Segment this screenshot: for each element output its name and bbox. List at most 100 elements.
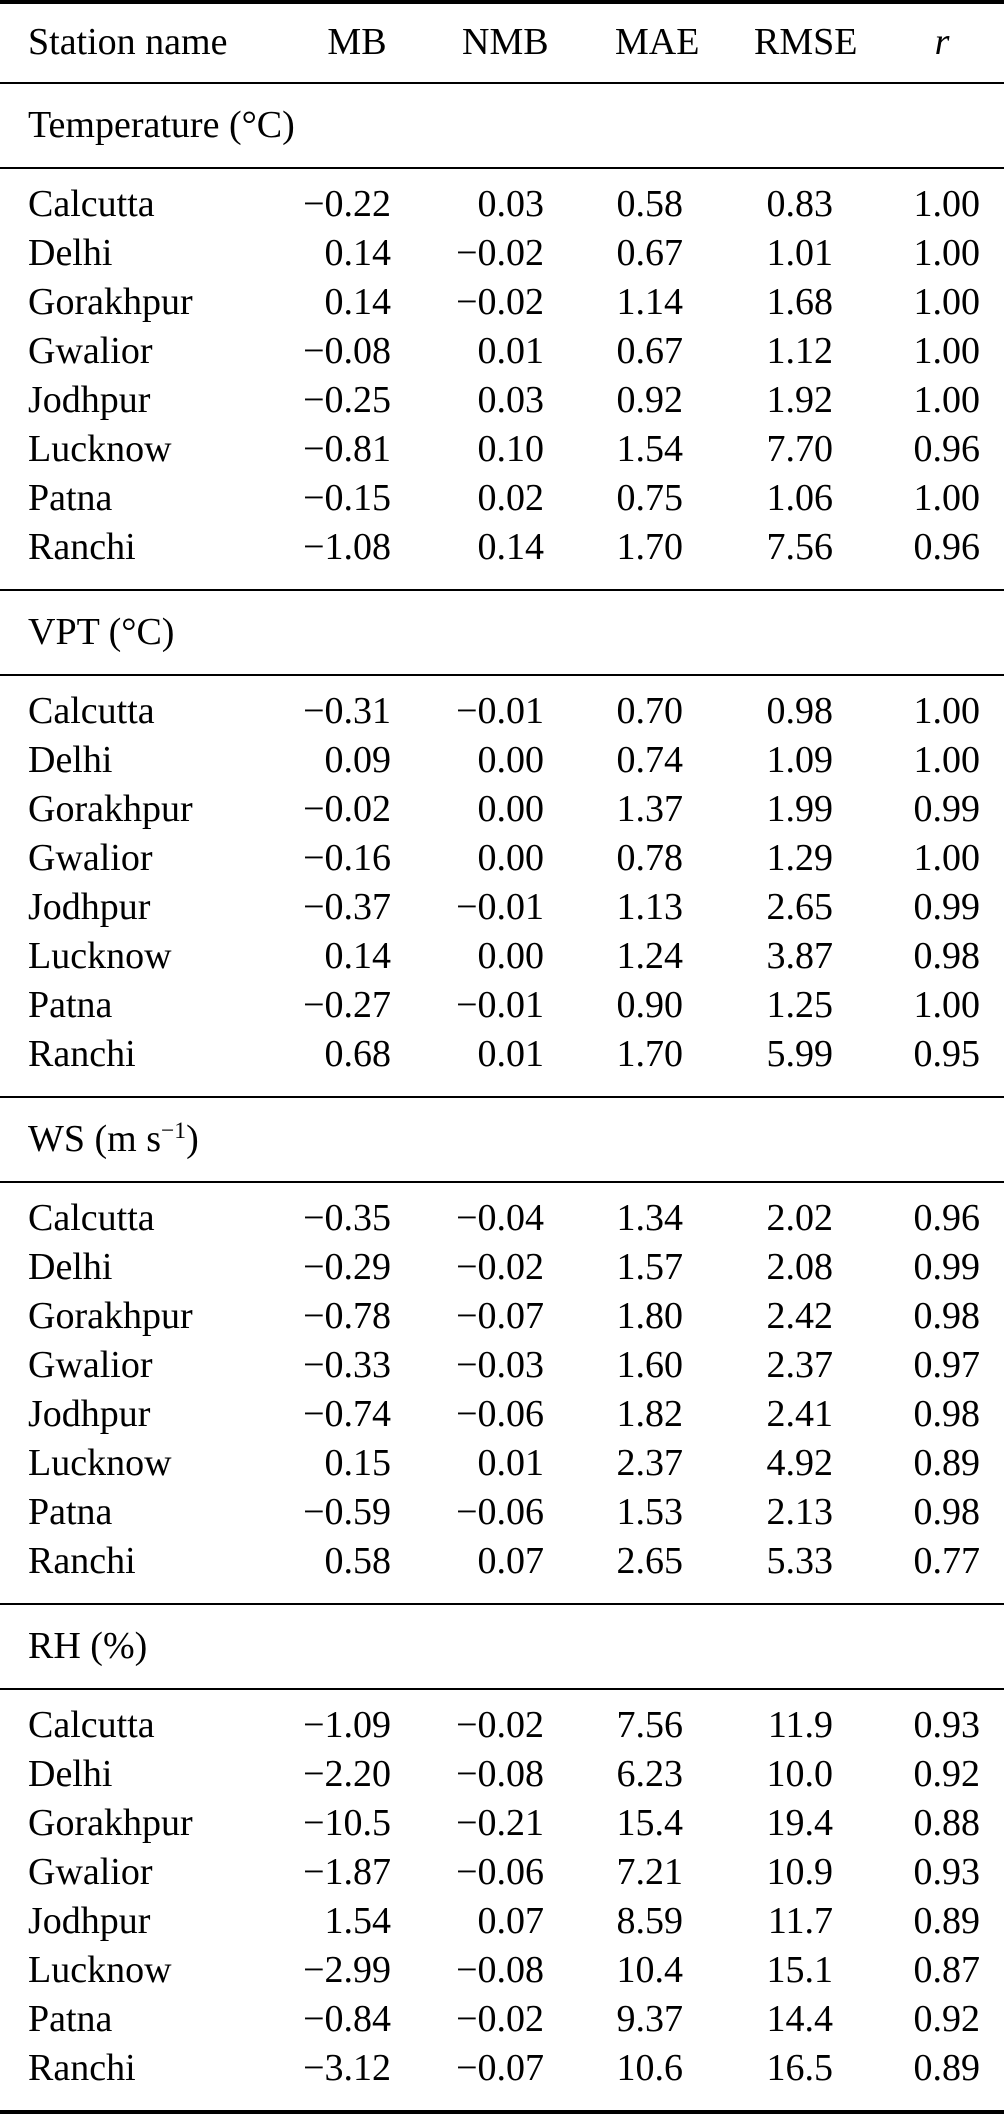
value-cell: 0.15 bbox=[324, 1442, 392, 1484]
value-cell: 0.02 bbox=[477, 477, 545, 519]
value-cell: −2.20 bbox=[303, 1753, 391, 1795]
value-cell: 1.09 bbox=[766, 739, 834, 781]
table-row: Delhi −2.20 −0.08 6.23 10.0 0.92 bbox=[0, 1750, 1004, 1799]
station-cell: Patna bbox=[28, 477, 113, 519]
value-cell: −0.06 bbox=[456, 1491, 544, 1533]
value-cell: 1.54 bbox=[324, 1900, 392, 1942]
value-cell: 1.92 bbox=[766, 379, 834, 421]
table-row: Ranchi −3.12 −0.07 10.6 16.5 0.89 bbox=[0, 2044, 1004, 2112]
station-cell: Calcutta bbox=[28, 183, 155, 225]
value-cell: −2.99 bbox=[303, 1949, 391, 1991]
section-header-row: WS (m s−1) bbox=[0, 1096, 1004, 1183]
value-cell: 2.65 bbox=[766, 886, 834, 928]
value-cell: 7.21 bbox=[616, 1851, 684, 1893]
value-cell: 10.6 bbox=[616, 2047, 684, 2089]
station-cell: Gwalior bbox=[28, 330, 153, 372]
value-cell: 1.12 bbox=[766, 330, 834, 372]
table-row: Gorakhpur −0.02 0.00 1.37 1.99 0.99 bbox=[0, 785, 1004, 834]
value-cell: 1.00 bbox=[913, 330, 981, 372]
value-cell: −0.08 bbox=[303, 330, 391, 372]
table-row: Gwalior −0.16 0.00 0.78 1.29 1.00 bbox=[0, 834, 1004, 883]
value-cell: 0.77 bbox=[913, 1540, 981, 1582]
station-cell: Delhi bbox=[28, 739, 113, 781]
value-cell: 0.98 bbox=[913, 935, 981, 977]
value-cell: 0.96 bbox=[913, 1197, 981, 1239]
column-header-rmse: RMSE bbox=[684, 2, 857, 84]
value-cell: 1.24 bbox=[616, 935, 684, 977]
value-cell: −0.06 bbox=[456, 1393, 544, 1435]
table-row: Calcutta −0.35 −0.04 1.34 2.02 0.96 bbox=[0, 1182, 1004, 1243]
value-cell: 8.59 bbox=[616, 1900, 684, 1942]
table-row: Delhi −0.29 −0.02 1.57 2.08 0.99 bbox=[0, 1243, 1004, 1292]
value-cell: 1.37 bbox=[616, 788, 684, 830]
table-row: Patna −0.15 0.02 0.75 1.06 1.00 bbox=[0, 474, 1004, 523]
value-cell: 0.92 bbox=[616, 379, 684, 421]
value-cell: 2.42 bbox=[766, 1295, 834, 1337]
table-row: Gorakhpur −0.78 −0.07 1.80 2.42 0.98 bbox=[0, 1292, 1004, 1341]
station-cell: Gwalior bbox=[28, 1344, 153, 1386]
value-cell: 7.56 bbox=[616, 1704, 684, 1746]
station-cell: Patna bbox=[28, 1491, 113, 1533]
value-cell: −0.03 bbox=[456, 1344, 544, 1386]
station-cell: Ranchi bbox=[28, 2047, 136, 2089]
value-cell: 0.87 bbox=[913, 1949, 981, 1991]
value-cell: 1.00 bbox=[913, 690, 981, 732]
value-cell: 0.83 bbox=[766, 183, 834, 225]
station-cell: Delhi bbox=[28, 1753, 113, 1795]
value-cell: 0.88 bbox=[913, 1802, 981, 1844]
value-cell: 2.13 bbox=[766, 1491, 834, 1533]
value-cell: 1.68 bbox=[766, 281, 834, 323]
value-cell: −0.78 bbox=[303, 1295, 391, 1337]
section-label-end: ) bbox=[186, 1118, 199, 1160]
table-row: Jodhpur 1.54 0.07 8.59 11.7 0.89 bbox=[0, 1897, 1004, 1946]
value-cell: 0.92 bbox=[913, 1753, 981, 1795]
table-row: Patna −0.84 −0.02 9.37 14.4 0.92 bbox=[0, 1995, 1004, 2044]
value-cell: −0.02 bbox=[456, 1246, 544, 1288]
value-cell: 0.67 bbox=[616, 330, 684, 372]
station-cell: Gorakhpur bbox=[28, 1295, 193, 1337]
value-cell: 1.53 bbox=[616, 1491, 684, 1533]
table-row: Calcutta −0.22 0.03 0.58 0.83 1.00 bbox=[0, 168, 1004, 229]
value-cell: 0.99 bbox=[913, 1246, 981, 1288]
section-label: VPT (°C) bbox=[28, 611, 175, 653]
table-row: Jodhpur −0.74 −0.06 1.82 2.41 0.98 bbox=[0, 1390, 1004, 1439]
station-cell: Lucknow bbox=[28, 1442, 172, 1484]
section-title: VPT (°C) bbox=[0, 589, 1004, 676]
value-cell: 0.70 bbox=[616, 690, 684, 732]
station-cell: Lucknow bbox=[28, 428, 172, 470]
value-cell: 11.7 bbox=[767, 1900, 833, 1942]
station-cell: Delhi bbox=[28, 1246, 113, 1288]
value-cell: 1.00 bbox=[913, 477, 981, 519]
value-cell: 0.14 bbox=[324, 281, 392, 323]
value-cell: 0.78 bbox=[616, 837, 684, 879]
value-cell: 0.10 bbox=[477, 428, 545, 470]
value-cell: 1.00 bbox=[913, 984, 981, 1026]
table-row: Gorakhpur −10.5 −0.21 15.4 19.4 0.88 bbox=[0, 1799, 1004, 1848]
value-cell: 0.67 bbox=[616, 232, 684, 274]
table-row: Delhi 0.14 −0.02 0.67 1.01 1.00 bbox=[0, 229, 1004, 278]
section-title: RH (%) bbox=[0, 1603, 1004, 1690]
table-row: Patna −0.59 −0.06 1.53 2.13 0.98 bbox=[0, 1488, 1004, 1537]
table-row: Delhi 0.09 0.00 0.74 1.09 1.00 bbox=[0, 736, 1004, 785]
value-cell: 15.4 bbox=[616, 1802, 684, 1844]
section-label: WS (m s bbox=[28, 1118, 161, 1160]
value-cell: −0.01 bbox=[456, 984, 544, 1026]
value-cell: −0.22 bbox=[303, 183, 391, 225]
value-cell: 1.70 bbox=[616, 526, 684, 568]
value-cell: 0.97 bbox=[913, 1344, 981, 1386]
value-cell: −0.37 bbox=[303, 886, 391, 928]
value-cell: 1.60 bbox=[616, 1344, 684, 1386]
value-cell: 1.80 bbox=[616, 1295, 684, 1337]
header-row: Station name MB NMB MAE RMSE r bbox=[0, 2, 1004, 84]
value-cell: 1.14 bbox=[616, 281, 684, 323]
value-cell: −0.02 bbox=[456, 1704, 544, 1746]
value-cell: −0.16 bbox=[303, 837, 391, 879]
station-cell: Calcutta bbox=[28, 1197, 155, 1239]
table-row: Lucknow 0.15 0.01 2.37 4.92 0.89 bbox=[0, 1439, 1004, 1488]
value-cell: 1.00 bbox=[913, 379, 981, 421]
value-cell: 1.29 bbox=[766, 837, 834, 879]
value-cell: −0.35 bbox=[303, 1197, 391, 1239]
station-cell: Lucknow bbox=[28, 935, 172, 977]
table-row: Calcutta −1.09 −0.02 7.56 11.9 0.93 bbox=[0, 1689, 1004, 1750]
